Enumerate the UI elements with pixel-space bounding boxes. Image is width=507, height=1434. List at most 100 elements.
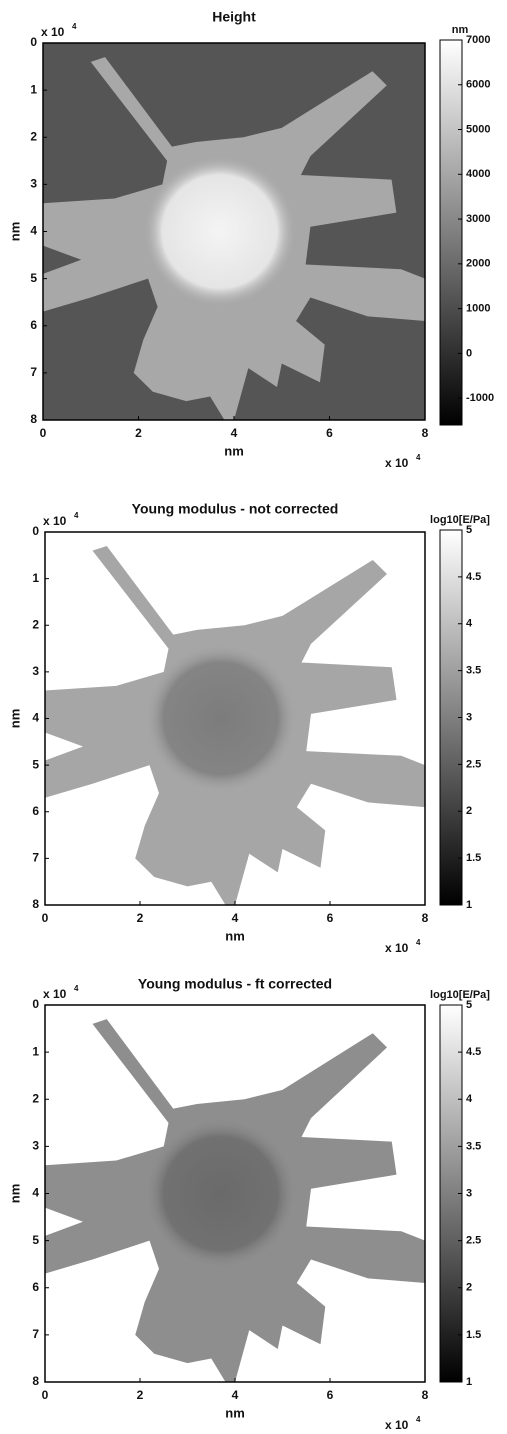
colorbar-tick-label: 2000 — [466, 258, 490, 270]
y-tick-label: 3 — [32, 1139, 39, 1153]
colorbar-tick-label: 3.5 — [466, 665, 481, 677]
y-multiplier: x 10 — [43, 987, 67, 1001]
y-tick-label: 4 — [30, 224, 37, 238]
x-tick-label: 2 — [137, 1388, 144, 1402]
y-tick-label: 3 — [30, 177, 37, 191]
colorbar-tick-label: 6000 — [466, 79, 490, 91]
colorbar-tick-label: 4 — [466, 1093, 473, 1105]
y-tick-label: 5 — [32, 757, 39, 771]
colorbar-tick-label: 3000 — [466, 213, 490, 225]
y-tick-label: 1 — [30, 82, 37, 96]
x-tick-label: 0 — [42, 911, 49, 925]
cell-center — [143, 156, 297, 307]
x-tick-label: 0 — [42, 1388, 49, 1402]
colorbar-tick-label: 4000 — [466, 168, 490, 180]
y-axis-label: nm — [7, 1184, 22, 1204]
colorbar — [439, 39, 463, 426]
colorbar-tick-label: 4 — [466, 618, 473, 630]
cell-center — [144, 643, 297, 794]
y-tick-label: 7 — [32, 851, 39, 865]
x-multiplier: x 10 — [385, 941, 409, 955]
colorbar-tick-label: 2 — [466, 1282, 472, 1294]
y-multiplier: x 10 — [41, 25, 65, 39]
colorbar-tick-label: 3.5 — [466, 1140, 481, 1152]
colorbar-tick-label: 3 — [466, 711, 472, 723]
x-multiplier-exponent: 4 — [416, 453, 421, 462]
x-tick-label: 4 — [232, 911, 239, 925]
y-tick-label: 8 — [30, 412, 37, 426]
x-tick-label: 4 — [232, 1388, 239, 1402]
colorbar-tick-label: 3 — [466, 1187, 472, 1199]
y-tick-label: 0 — [32, 997, 39, 1011]
y-tick-label: 0 — [30, 35, 37, 49]
colorbar-label: log10[E/Pa] — [430, 514, 490, 526]
colorbar-tick-label: 4.5 — [466, 1046, 481, 1058]
y-tick-label: 4 — [32, 711, 39, 725]
chart-title: Young modulus - ft corrected — [138, 976, 332, 992]
y-tick-label: 3 — [32, 664, 39, 678]
x-multiplier: x 10 — [385, 1418, 409, 1429]
colorbar-tick-label: 0 — [466, 347, 472, 359]
y-tick-label: 1 — [32, 571, 39, 585]
y-tick-label: 5 — [30, 271, 37, 285]
x-tick-label: 8 — [422, 911, 429, 925]
y-tick-label: 2 — [30, 129, 37, 143]
y-tick-label: 0 — [32, 524, 39, 538]
y-tick-label: 7 — [32, 1327, 39, 1341]
x-tick-label: 0 — [40, 426, 47, 440]
x-axis-label: nm — [224, 443, 244, 458]
x-axis-label: nm — [225, 1405, 245, 1420]
x-tick-label: 8 — [422, 1388, 429, 1402]
x-multiplier: x 10 — [385, 456, 409, 470]
y-multiplier-exponent: 4 — [74, 511, 79, 520]
x-tick-label: 2 — [135, 426, 142, 440]
chart-title: Height — [212, 9, 256, 25]
colorbar-tick-label: 5 — [466, 999, 472, 1011]
colorbar-tick-label: 1 — [466, 899, 472, 911]
y-multiplier-exponent: 4 — [72, 22, 77, 31]
colorbar-tick-label: 2.5 — [466, 1235, 481, 1247]
y-tick-label: 8 — [32, 1374, 39, 1388]
y-tick-label: 6 — [32, 1280, 39, 1294]
y-tick-label: 6 — [30, 318, 37, 332]
y-multiplier-exponent: 4 — [74, 984, 79, 993]
x-tick-label: 4 — [231, 426, 238, 440]
colorbar-tick-label: 4.5 — [466, 571, 481, 583]
x-tick-label: 6 — [326, 426, 333, 440]
y-tick-label: 6 — [32, 804, 39, 818]
y-multiplier: x 10 — [43, 514, 67, 528]
x-tick-label: 8 — [422, 426, 429, 440]
colorbar-tick-label: 1000 — [466, 303, 490, 315]
colorbar-tick-label: 7000 — [466, 34, 490, 46]
chart-title: Young modulus - not corrected — [132, 501, 339, 517]
y-tick-label: 2 — [32, 617, 39, 631]
cell-center — [144, 1118, 297, 1269]
colorbar-tick-label: 2 — [466, 805, 472, 817]
colorbar-tick-label: 1 — [466, 1376, 472, 1388]
y-tick-label: 4 — [32, 1186, 39, 1200]
y-axis-label: nm — [7, 222, 22, 242]
colorbar-tick-label: 1.5 — [466, 852, 481, 864]
y-tick-label: 8 — [32, 897, 39, 911]
x-multiplier-exponent: 4 — [416, 1415, 421, 1424]
heatmap-panel: Young modulus - ft corrected nm nm x 10 4 x 1… — [7, 976, 490, 1432]
heatmap-panel: Young modulus - not corrected nm nm x 10 4 x … — [7, 501, 490, 955]
y-tick-label: 2 — [32, 1091, 39, 1105]
colorbar-label: nm — [452, 24, 469, 36]
colorbar-tick-label: 5 — [466, 524, 472, 536]
colorbar-label: log10[E/Pa] — [430, 989, 490, 1001]
x-tick-label: 2 — [137, 911, 144, 925]
colorbar-tick-label: -1000 — [466, 392, 494, 404]
y-tick-label: 5 — [32, 1233, 39, 1247]
x-tick-label: 6 — [327, 1388, 334, 1402]
colorbar-tick-label: 1.5 — [466, 1329, 481, 1341]
y-axis-label: nm — [7, 709, 22, 729]
y-tick-label: 7 — [30, 365, 37, 379]
x-multiplier-exponent: 4 — [416, 938, 421, 947]
x-axis-label: nm — [225, 928, 245, 943]
y-tick-label: 1 — [32, 1044, 39, 1058]
colorbar-tick-label: 5000 — [466, 123, 490, 135]
x-tick-label: 6 — [327, 911, 334, 925]
